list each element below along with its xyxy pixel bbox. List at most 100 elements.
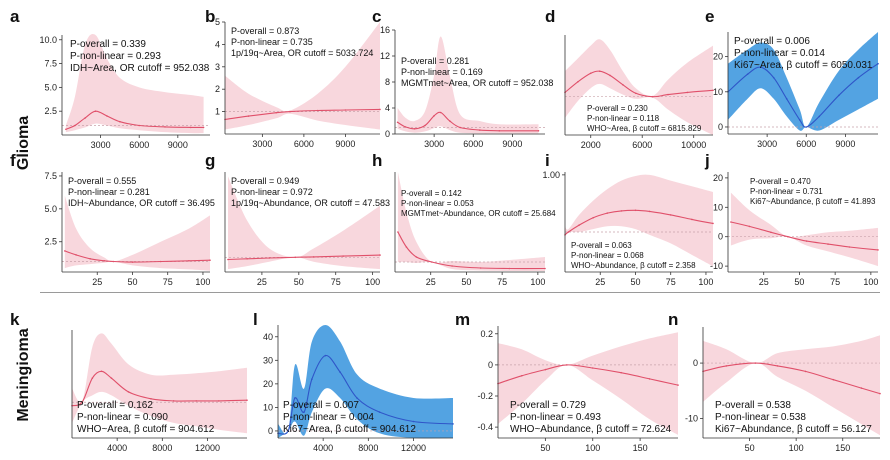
y-tick-label-e-2: 20 (713, 52, 723, 62)
data-point-i-8 (669, 214, 672, 216)
data-point-c-8 (479, 129, 481, 131)
data-point-k-1 (81, 401, 83, 404)
data-point-e-1 (746, 73, 749, 75)
y-tick-label-f-2: 7.5 (44, 171, 57, 181)
data-point-i-4 (606, 212, 609, 214)
annotation-m-1: P-non-linear = 0.493 (510, 412, 601, 423)
y-tick-label-m-3: 0.2 (480, 329, 493, 339)
data-point-a-5 (119, 120, 121, 123)
x-tick-label-d-2: 10000 (681, 140, 706, 150)
annotation-k-0: P-overall = 0.162 (77, 400, 153, 411)
data-point-l-8 (378, 411, 381, 413)
x-tick-label-g-3: 100 (365, 277, 380, 287)
annotation-b-2: 1p/19q~Area, OR cutoff = 5033.724 (231, 48, 373, 58)
data-point-d-4 (609, 74, 611, 77)
data-point-k-8 (195, 400, 197, 402)
y-tick-label-c-4: 16 (380, 25, 390, 35)
fit-line-m (497, 364, 679, 386)
data-point-h-7 (544, 267, 546, 270)
annotation-i-1: P-non-linear = 0.068 (571, 251, 644, 260)
x-tick-label-j-2: 75 (830, 277, 840, 287)
x-tick-label-j-0: 25 (759, 277, 769, 287)
annotation-l-0: P-overall = 0.007 (283, 400, 359, 411)
y-tick-label-c-2: 8 (385, 77, 390, 87)
data-point-a-3 (94, 110, 97, 112)
annotation-h-1: P-non-linear = 0.053 (401, 199, 474, 208)
data-point-h-5 (479, 267, 482, 269)
x-tick-label-a-0: 3000 (91, 140, 111, 150)
panel-letter-m: m (455, 310, 470, 329)
y-tick-label-a-0: 2.5 (44, 106, 57, 116)
data-point-m-7 (677, 384, 679, 386)
data-point-a-7 (164, 126, 166, 128)
data-point-k-4 (110, 377, 113, 380)
data-point-d-2 (589, 72, 592, 75)
data-point-a-9 (202, 126, 205, 129)
data-point-f-7 (188, 260, 190, 262)
annotation-a-2: IDH~Area, OR cutoff = 952.038 (70, 63, 210, 74)
data-point-j-1 (748, 225, 751, 228)
data-point-d-1 (577, 81, 579, 83)
data-point-d-6 (635, 92, 637, 95)
panel-letter-h: h (372, 151, 382, 170)
ci-band-e (728, 32, 878, 131)
ci-band-g (228, 176, 380, 270)
x-tick-label-b-0: 3000 (252, 139, 272, 149)
x-tick-label-n-2: 150 (835, 443, 850, 453)
data-point-c-9 (498, 130, 501, 132)
annotation-l-2: Ki67~Area, β cutoff = 904.612 (283, 424, 416, 435)
ci-band-b (225, 22, 380, 130)
panel-letter-d: d (545, 7, 555, 26)
y-tick-label-b-3: 4 (215, 39, 220, 49)
y-tick-label-a-1: 5.0 (44, 82, 57, 92)
annotation-a-0: P-overall = 0.339 (70, 39, 146, 50)
y-tick-label-m-2: 0 (488, 360, 493, 370)
annotation-c-0: P-overall = 0.281 (401, 56, 469, 66)
ci-band-l (278, 325, 453, 439)
data-point-g-2 (268, 257, 271, 259)
data-point-l-10 (452, 423, 454, 425)
data-point-d-5 (622, 84, 624, 86)
x-tick-label-i-2: 75 (666, 277, 676, 287)
annotation-n-2: Ki67~Abundance, β cutoff = 56.127 (715, 424, 872, 435)
data-point-l-9 (412, 420, 415, 423)
y-tick-label-l-1: 10 (263, 402, 273, 412)
x-tick-label-e-0: 3000 (757, 139, 777, 149)
data-point-h-1 (405, 246, 408, 248)
data-point-m-2 (544, 368, 547, 371)
y-tick-label-l-0: 0 (268, 426, 273, 436)
y-tick-label-j-0: -10 (710, 261, 723, 271)
annotation-l-1: P-non-linear = 0.004 (283, 412, 374, 423)
annotation-k-1: P-non-linear = 0.090 (77, 412, 168, 423)
data-point-j-2 (770, 231, 772, 234)
data-point-n-7 (879, 392, 881, 395)
data-point-i-1 (567, 231, 570, 233)
row-label-glioma: Glioma (15, 115, 32, 171)
annotation-i-2: WHO~Abundance, β cutoff = 2.358 (571, 261, 696, 270)
annotation-b-0: P-overall = 0.873 (231, 26, 299, 36)
data-point-l-3 (303, 411, 305, 413)
data-point-f-5 (131, 261, 134, 263)
panel-letter-a: a (10, 7, 20, 26)
data-point-b-1 (247, 115, 250, 117)
y-tick-label-b-4: 5 (215, 17, 220, 27)
panel-letter-f: f (10, 151, 16, 170)
y-tick-label-l-3: 30 (263, 355, 273, 365)
x-tick-label-h-2: 75 (497, 277, 507, 287)
data-point-l-4 (311, 378, 313, 380)
y-tick-label-a-3: 10.0 (39, 35, 57, 45)
section-divider (40, 292, 880, 293)
data-point-a-0 (65, 128, 67, 131)
data-point-g-4 (312, 256, 315, 258)
data-point-f-4 (112, 260, 115, 263)
x-tick-label-f-3: 100 (195, 277, 210, 287)
annotation-h-2: MGMTmet~Abundance, OR cutoff = 25.684 (401, 209, 556, 218)
ci-band-k (72, 333, 247, 434)
fit-line-a (65, 110, 204, 130)
x-tick-label-c-2: 9000 (502, 139, 522, 149)
panel-letter-k: k (10, 310, 20, 329)
y-tick-label-n-0: -10 (685, 414, 698, 424)
x-tick-label-g-1: 50 (294, 277, 304, 287)
data-point-n-1 (725, 365, 728, 367)
data-point-b-3 (289, 110, 291, 113)
